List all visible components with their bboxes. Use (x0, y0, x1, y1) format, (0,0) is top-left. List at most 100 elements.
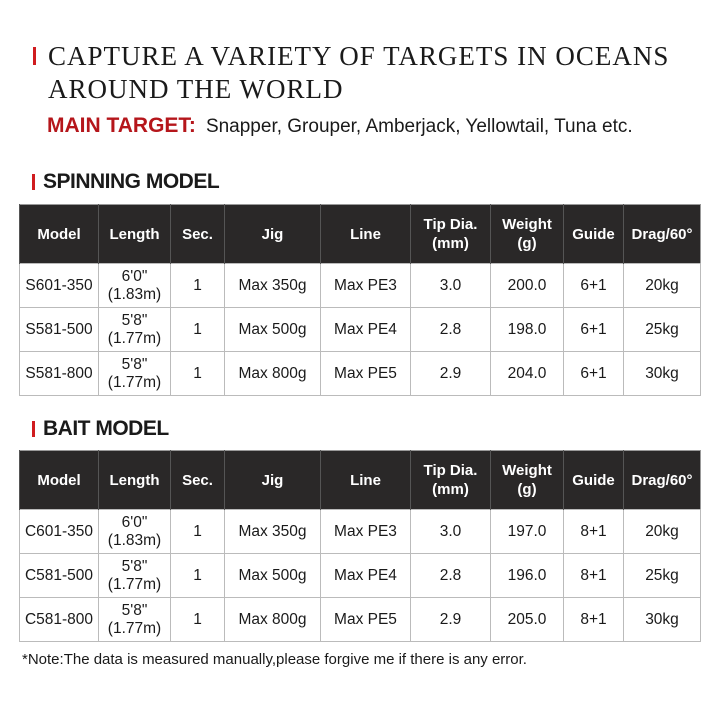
cell-text: 8+1 (580, 522, 607, 540)
cell-text: Max 500g (238, 320, 307, 338)
column-header: Jig (224, 204, 321, 264)
table-cell: 1 (170, 263, 225, 308)
table-row: C581-800 5'8" (1.77m) 1 Max 800g Max PE5 2.9 20… (19, 597, 701, 642)
table-cell: 5'8" (1.77m) (98, 307, 171, 352)
cell-text: (1.83m) (107, 285, 162, 303)
table-cell: 2.9 (410, 351, 491, 396)
cell-text: Max 800g (238, 610, 307, 628)
table-cell: 3.0 (410, 263, 491, 308)
main-target: MAIN TARGET: Snapper, Grouper, Amberjack,… (47, 114, 633, 138)
cell-text: 6'0" (121, 513, 148, 531)
table-cell: C581-800 (19, 597, 99, 642)
column-header: Jig (224, 450, 321, 510)
header-text: Drag/60° (631, 225, 693, 243)
cell-text: 3.0 (439, 276, 462, 294)
table-cell: 196.0 (490, 553, 564, 598)
cell-text: (1.77m) (107, 575, 162, 593)
table-cell: 20kg (623, 509, 701, 554)
cell-text: 5'8" (121, 557, 148, 575)
table-row: C581-500 5'8" (1.77m) 1 Max 500g Max PE4 2.8 19… (19, 553, 701, 598)
table-cell: Max 350g (224, 509, 321, 554)
cell-text: 1 (193, 522, 202, 540)
cell-text: 1 (193, 320, 202, 338)
header-text: Weight (502, 216, 552, 233)
table-cell: 30kg (623, 351, 701, 396)
bait-table: Model Length Sec. Jig Line Tip Dia. (mm) Weight… (19, 450, 701, 642)
table-cell: Max 800g (224, 351, 321, 396)
header-text: (mm) (432, 235, 469, 252)
cell-text: 205.0 (507, 610, 547, 628)
main-target-label: MAIN TARGET: (47, 114, 196, 137)
cell-text: S581-800 (25, 364, 93, 382)
table-cell: 205.0 (490, 597, 564, 642)
header-text: Length (109, 471, 160, 489)
cell-text: 198.0 (507, 320, 547, 338)
header-row: Model Length Sec. Jig Line Tip Dia. (mm) Weight… (19, 204, 701, 264)
page-title: CAPTURE A VARIETY OF TARGETS IN OCEANS A… (48, 40, 669, 106)
column-header: Drag/60° (623, 450, 701, 510)
table-cell: Max PE5 (320, 597, 411, 642)
table-cell: 198.0 (490, 307, 564, 352)
cell-text: 6+1 (580, 276, 607, 294)
cell-text: 196.0 (507, 566, 547, 584)
header-text: Line (350, 471, 381, 489)
table-cell: 200.0 (490, 263, 564, 308)
column-header: Model (19, 450, 99, 510)
table-cell: 6+1 (563, 351, 624, 396)
table-cell: 30kg (623, 597, 701, 642)
cell-text: Max 350g (238, 276, 307, 294)
header-text: (g) (517, 481, 537, 498)
table-row: S601-350 6'0" (1.83m) 1 Max 350g Max PE3 3.0 20… (19, 263, 701, 308)
table-cell: 1 (170, 351, 225, 396)
column-header: Drag/60° (623, 204, 701, 264)
cell-text: S581-500 (25, 320, 93, 338)
table-cell: 197.0 (490, 509, 564, 554)
column-header: Weight (g) (490, 450, 564, 510)
cell-text: 6'0" (121, 267, 148, 285)
table-cell: 5'8" (1.77m) (98, 597, 171, 642)
table-cell: 6'0" (1.83m) (98, 509, 171, 554)
header-text: Jig (261, 225, 284, 243)
cell-text: 6+1 (580, 320, 607, 338)
column-header: Line (320, 204, 411, 264)
table-cell: 6+1 (563, 263, 624, 308)
header-text: Tip Dia. (423, 462, 478, 479)
cell-text: Max PE4 (334, 320, 397, 338)
cell-text: Max 500g (238, 566, 307, 584)
table-cell: 2.8 (410, 553, 491, 598)
cell-text: 1 (193, 610, 202, 628)
header-text: Sec. (182, 471, 213, 489)
cell-text: 3.0 (439, 522, 462, 540)
section-accent-bar (32, 421, 35, 437)
table-cell: Max PE5 (320, 351, 411, 396)
table-cell: 25kg (623, 307, 701, 352)
header-text: Drag/60° (631, 471, 693, 489)
table-cell: Max 500g (224, 553, 321, 598)
cell-text: C601-350 (24, 522, 94, 540)
cell-text: 8+1 (580, 566, 607, 584)
main-target-value: Snapper, Grouper, Amberjack, Yellowtail,… (205, 116, 633, 137)
header-text: Line (350, 225, 381, 243)
header-text: (mm) (432, 481, 469, 498)
table-cell: 8+1 (563, 553, 624, 598)
table-cell: Max PE4 (320, 307, 411, 352)
spinning-table: Model Length Sec. Jig Line Tip Dia. (mm) Weight… (19, 204, 701, 396)
cell-text: Max PE4 (334, 566, 397, 584)
column-header: Model (19, 204, 99, 264)
cell-text: 30kg (645, 364, 679, 382)
cell-text: 2.9 (439, 364, 462, 382)
column-header: Tip Dia. (mm) (410, 204, 491, 264)
header-text: Model (37, 471, 81, 489)
spinning-title: SPINNING MODEL (43, 170, 220, 193)
cell-text: (1.77m) (107, 619, 162, 637)
cell-text: 2.8 (439, 320, 462, 338)
cell-text: C581-500 (24, 566, 94, 584)
table-cell: S581-500 (19, 307, 99, 352)
header-row: Model Length Sec. Jig Line Tip Dia. (mm) Weight… (19, 450, 701, 510)
table-cell: 6'0" (1.83m) (98, 263, 171, 308)
cell-text: (1.77m) (107, 329, 162, 347)
cell-text: 5'8" (121, 355, 148, 373)
table-cell: Max PE3 (320, 263, 411, 308)
cell-text: 5'8" (121, 601, 148, 619)
cell-text: 1 (193, 364, 202, 382)
